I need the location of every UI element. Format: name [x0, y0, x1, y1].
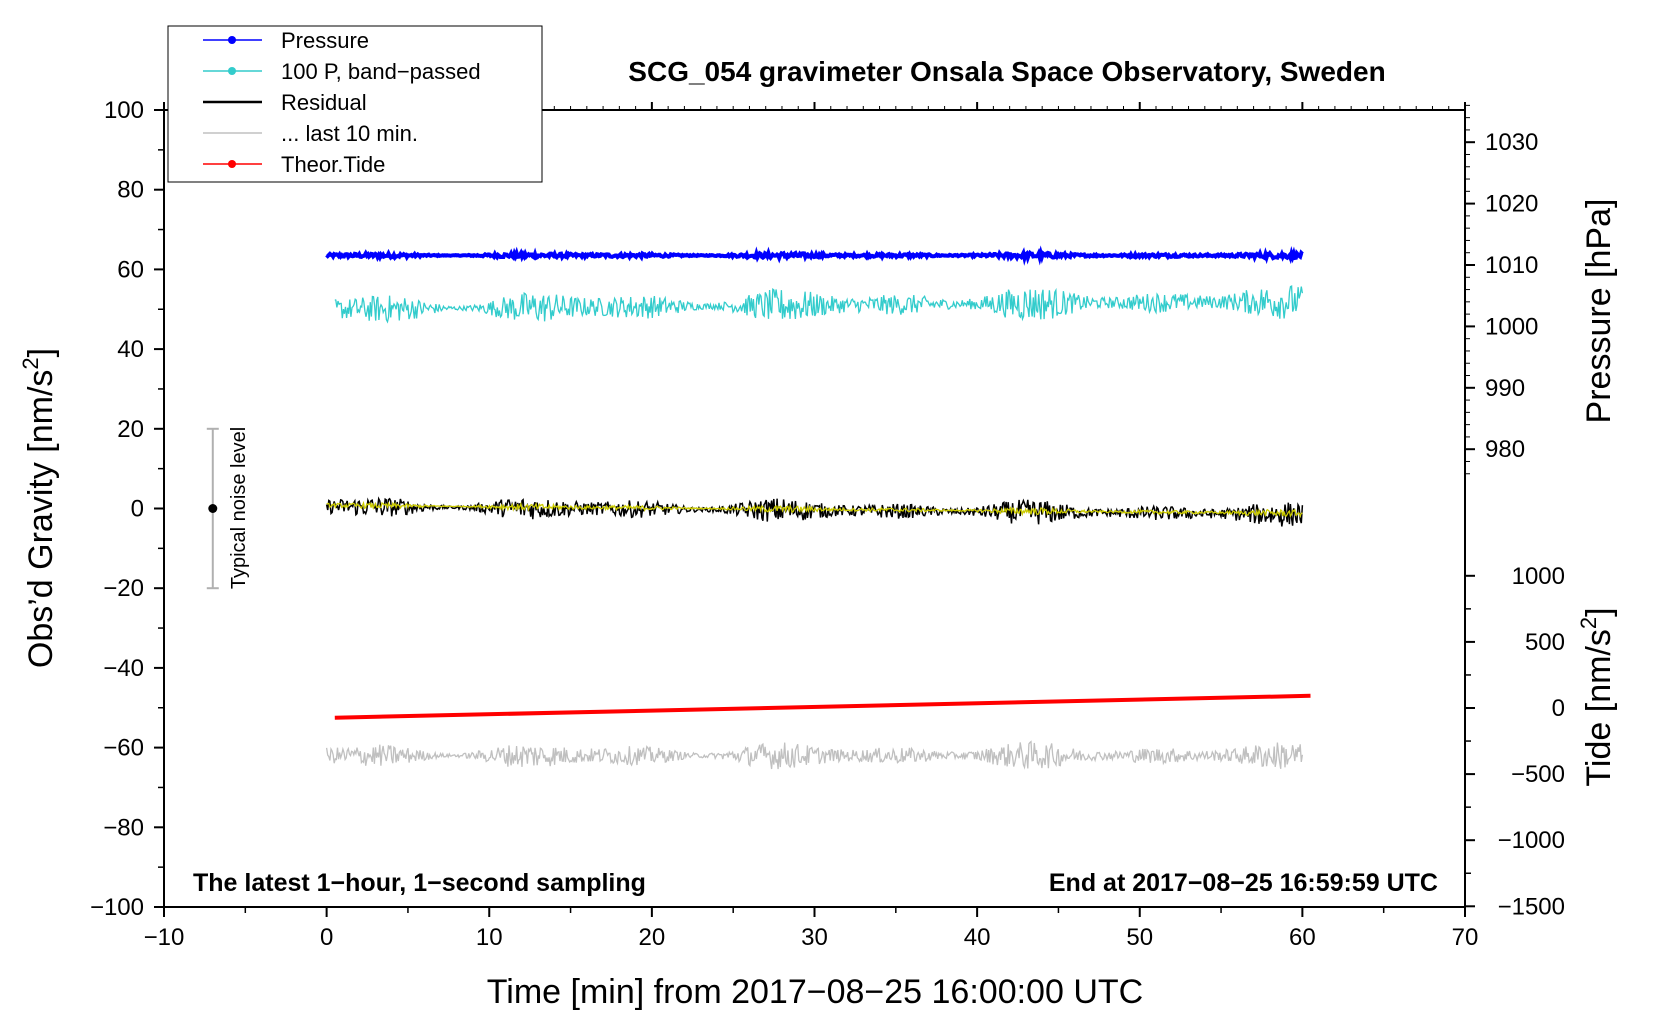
x-tick-label: 30 [801, 924, 828, 951]
pressure-axis-title: Pressure [hPa] [1580, 199, 1618, 424]
y-axis-title: Obs’d Gravity [nm/s2] [18, 348, 60, 668]
pressure-tick-label: 1020 [1485, 191, 1538, 218]
pressure-tick-label: 1000 [1485, 313, 1538, 340]
legend-label: 100 P, band−passed [281, 59, 481, 84]
x-axis-title: Time [min] from 2017−08−25 16:00:00 UTC [487, 973, 1143, 1011]
tide-axis-title-end: ] [1580, 607, 1618, 616]
x-tick-label: 50 [1126, 924, 1153, 951]
pressure-axis: 980 990 1000 1010 1020 1030 [1465, 104, 1538, 475]
tide-axis-title: Tide [nm/s2] [1576, 607, 1618, 786]
pressure-tick-label: 990 [1485, 375, 1525, 402]
y-tick-label: 40 [117, 336, 144, 363]
annotation-end-time: End at 2017−08−25 16:59:59 UTC [1049, 869, 1438, 897]
legend-box [167, 25, 543, 183]
series-residual [325, 496, 1304, 527]
x-tick-label: 70 [1452, 924, 1479, 951]
y-axis: −100 −80 −60 −40 −20 0 20 40 60 80 100 [90, 97, 164, 921]
series-last-10-min [325, 740, 1304, 770]
y-tick-label: −40 [103, 655, 144, 682]
y-tick-label: 60 [117, 256, 144, 283]
x-tick-label: 60 [1289, 924, 1316, 951]
y-axis-title-end: ] [22, 348, 60, 357]
x-axis: −10 0 10 20 30 40 50 60 70 [144, 102, 1479, 951]
legend-label: Residual [281, 90, 367, 115]
pressure-tick-label: 1030 [1485, 129, 1538, 156]
y-tick-label: −100 [90, 894, 144, 921]
legend-marker [228, 160, 236, 168]
y-tick-label: −60 [103, 735, 144, 762]
x-tick-label: 0 [320, 924, 333, 951]
y-axis-title-sup: 2 [18, 357, 43, 369]
x-tick-label: 20 [639, 924, 666, 951]
y-tick-label: −80 [103, 814, 144, 841]
x-tick-label: 40 [964, 924, 991, 951]
noise-center-dot [208, 504, 218, 513]
legend-label: Pressure [281, 28, 369, 53]
noise-indicator [206, 427, 219, 590]
legend-label: Theor.Tide [281, 152, 385, 177]
y-tick-label: 20 [117, 416, 144, 443]
tide-tick-label: −500 [1511, 761, 1565, 788]
series-pressure [325, 245, 1304, 266]
tide-axis-title-sup: 2 [1576, 617, 1601, 629]
tide-axis-title-main: Tide [nm/s [1580, 629, 1618, 786]
y-tick-label: 100 [104, 97, 144, 124]
pressure-tick-label: 1010 [1485, 252, 1538, 279]
tide-axis: −1500 −1000 −500 0 500 1000 [1465, 563, 1565, 920]
series-group [325, 245, 1311, 770]
legend-marker [228, 36, 236, 44]
x-tick-label: 10 [476, 924, 503, 951]
tide-tick-label: 1000 [1512, 563, 1565, 590]
series-theor-tide [334, 693, 1311, 720]
tide-tick-label: 500 [1525, 629, 1565, 656]
legend: Pressure 100 P, band−passed Residual ... la… [203, 28, 481, 177]
noise-label: Typical noise level [228, 427, 250, 589]
y-tick-label: 0 [131, 496, 144, 523]
tide-tick-label: −1500 [1498, 893, 1565, 920]
legend-marker [228, 67, 236, 75]
legend-label: ... last 10 min. [281, 121, 418, 146]
series-100-p-band-passed [334, 285, 1304, 324]
tide-tick-label: 0 [1552, 695, 1565, 722]
tide-tick-label: −1000 [1498, 827, 1565, 854]
pressure-tick-label: 980 [1485, 436, 1525, 463]
series-smoothed-residual [326, 500, 1303, 518]
y-axis-title-main: Obs’d Gravity [nm/s [22, 370, 60, 669]
annotation-sampling: The latest 1−hour, 1−second sampling [193, 869, 646, 897]
y-tick-label: 80 [117, 177, 144, 204]
x-tick-label: −10 [144, 924, 185, 951]
chart-title: SCG_054 gravimeter Onsala Space Observat… [628, 56, 1385, 87]
y-tick-label: −20 [103, 575, 144, 602]
